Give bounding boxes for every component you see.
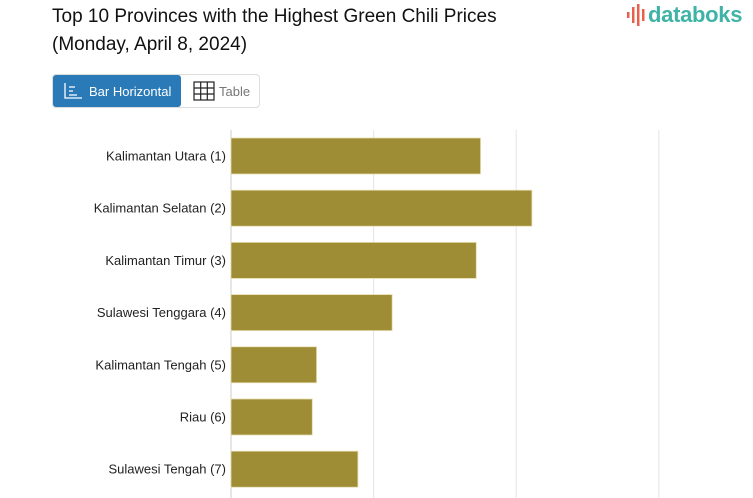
databoks-logo[interactable]: databoks <box>626 2 742 28</box>
bar <box>230 346 317 384</box>
category-label: Sulawesi Tenggara (4) <box>97 305 226 320</box>
logo-text: databoks <box>648 2 743 27</box>
chart-title: Top 10 Provinces with the Highest Green … <box>52 3 497 59</box>
logo-mark-icon <box>627 4 645 26</box>
bar-horizontal-label: Bar Horizontal <box>89 83 172 99</box>
category-label: Kalimantan Tengah (5) <box>95 357 226 372</box>
title-line-2: (Monday, April 8, 2024) <box>52 34 248 55</box>
bar <box>230 137 481 175</box>
bar <box>230 398 313 436</box>
category-label: Riau (6) <box>180 410 226 425</box>
category-label: Kalimantan Utara (1) <box>106 149 226 164</box>
bar-chart-icon <box>64 83 82 99</box>
bar <box>230 241 477 279</box>
bar <box>230 189 533 227</box>
table-icon <box>193 81 215 101</box>
table-button[interactable]: Table <box>181 75 250 107</box>
bar <box>230 450 359 488</box>
category-label: Sulawesi Tengah (7) <box>108 462 226 477</box>
category-label: Kalimantan Selatan (2) <box>94 201 226 216</box>
category-label: Kalimantan Timur (3) <box>105 253 226 268</box>
title-line-1: Top 10 Provinces with the Highest Green … <box>52 6 497 27</box>
view-toggle: Bar Horizontal Table <box>52 74 260 108</box>
bar-horizontal-button[interactable]: Bar Horizontal <box>53 75 181 107</box>
bar <box>230 294 393 332</box>
table-label: Table <box>219 83 251 99</box>
